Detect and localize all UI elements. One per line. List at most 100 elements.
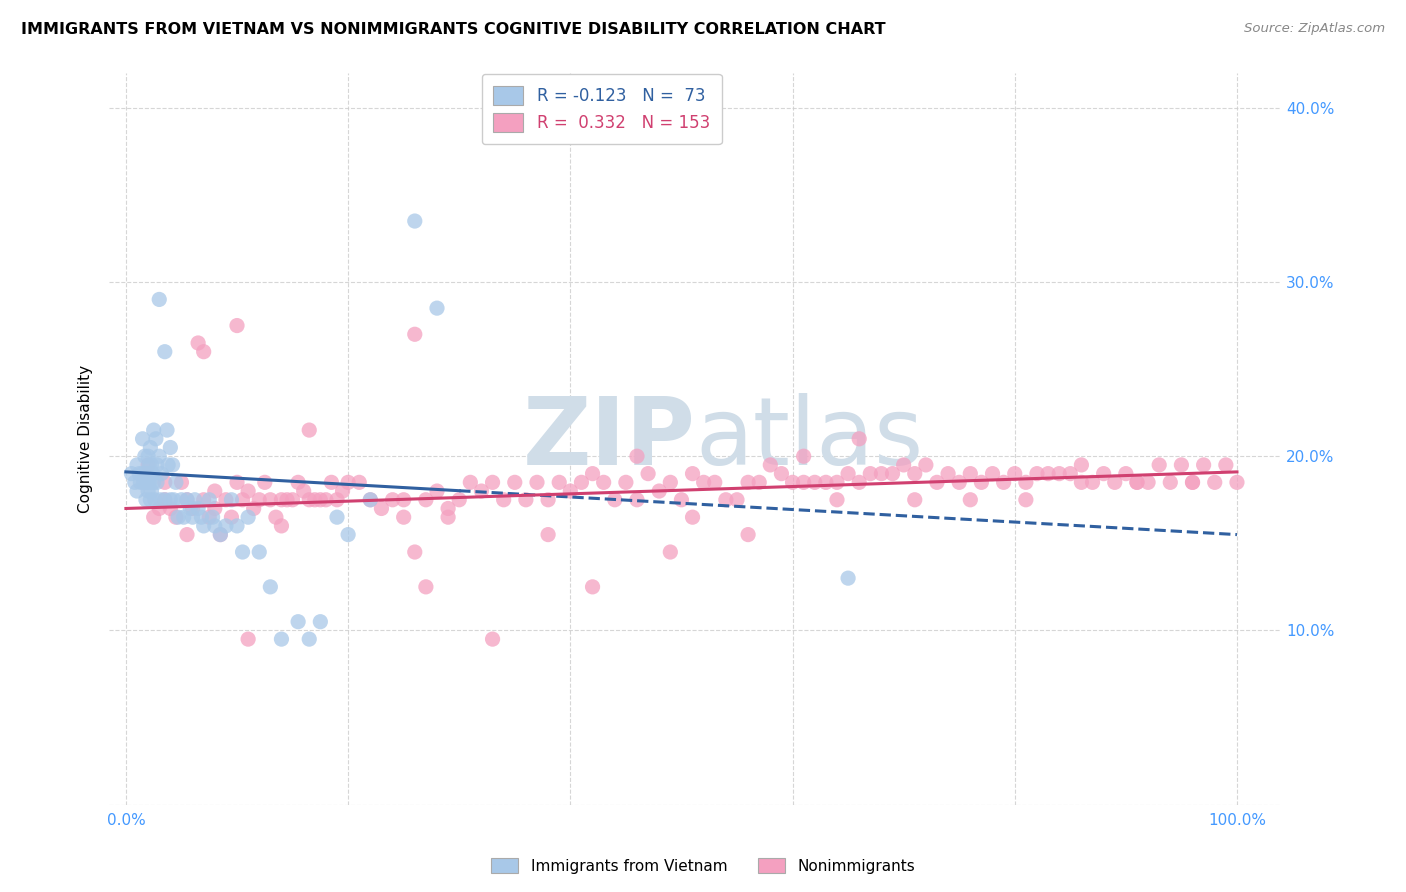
Point [503, 475, 526, 490]
Point [232, 492, 254, 507]
Point [149, 492, 172, 507]
Point [157, 458, 180, 472]
Point [882, 467, 904, 481]
Point [725, 492, 748, 507]
Point [492, 492, 515, 507]
Point [1159, 475, 1181, 490]
Point [125, 458, 148, 472]
Point [1026, 467, 1049, 481]
Point [247, 545, 270, 559]
Point [187, 501, 209, 516]
Point [146, 475, 169, 490]
Point [592, 475, 614, 490]
Point [548, 475, 571, 490]
Point [737, 475, 759, 490]
Point [1137, 475, 1160, 490]
Point [825, 475, 848, 490]
Point [993, 475, 1015, 490]
Point [145, 432, 167, 446]
Point [626, 449, 648, 463]
Point [337, 475, 360, 490]
Point [132, 475, 155, 490]
Point [970, 475, 993, 490]
Point [332, 484, 354, 499]
Point [315, 492, 337, 507]
Point [837, 467, 859, 481]
Point [270, 632, 292, 647]
Point [904, 467, 927, 481]
Point [537, 527, 560, 541]
Point [925, 475, 948, 490]
Point [143, 492, 166, 507]
Point [1036, 467, 1059, 481]
Point [128, 467, 150, 481]
Point [253, 475, 276, 490]
Point [1081, 475, 1104, 490]
Point [165, 475, 187, 490]
Point [193, 492, 215, 507]
Point [1070, 475, 1092, 490]
Point [170, 492, 193, 507]
Point [215, 492, 238, 507]
Text: ZIP: ZIP [523, 392, 696, 484]
Point [321, 475, 343, 490]
Point [1015, 475, 1038, 490]
Point [121, 467, 143, 481]
Point [437, 510, 460, 524]
Point [370, 501, 392, 516]
Point [659, 545, 682, 559]
Point [153, 492, 176, 507]
Point [136, 449, 159, 463]
Point [581, 580, 603, 594]
Point [714, 492, 737, 507]
Point [148, 449, 170, 463]
Point [309, 492, 332, 507]
Text: atlas: atlas [696, 392, 924, 484]
Point [1181, 475, 1204, 490]
Point [515, 492, 537, 507]
Point [159, 492, 181, 507]
Point [1192, 458, 1215, 472]
Point [131, 467, 153, 481]
Point [204, 484, 226, 499]
Point [270, 519, 292, 533]
Point [236, 632, 259, 647]
Point [470, 484, 492, 499]
Point [426, 301, 449, 315]
Point [392, 492, 415, 507]
Point [603, 492, 626, 507]
Point [1059, 467, 1081, 481]
Point [426, 484, 449, 499]
Point [142, 475, 165, 490]
Point [136, 467, 159, 481]
Point [142, 423, 165, 437]
Point [184, 492, 207, 507]
Y-axis label: Cognitive Disability: Cognitive Disability [79, 365, 93, 513]
Point [193, 519, 215, 533]
Point [1092, 467, 1115, 481]
Point [1070, 458, 1092, 472]
Point [167, 510, 190, 524]
Point [134, 449, 156, 463]
Point [526, 475, 548, 490]
Point [131, 432, 153, 446]
Point [264, 510, 287, 524]
Point [948, 475, 970, 490]
Point [276, 492, 298, 507]
Point [136, 458, 159, 472]
Point [242, 501, 264, 516]
Point [415, 492, 437, 507]
Point [181, 510, 204, 524]
Point [135, 492, 157, 507]
Point [326, 510, 349, 524]
Point [770, 467, 793, 481]
Point [1104, 475, 1126, 490]
Point [404, 545, 426, 559]
Point [848, 432, 870, 446]
Point [1015, 492, 1038, 507]
Point [156, 423, 179, 437]
Point [139, 492, 162, 507]
Point [392, 510, 415, 524]
Point [138, 458, 160, 472]
Point [437, 501, 460, 516]
